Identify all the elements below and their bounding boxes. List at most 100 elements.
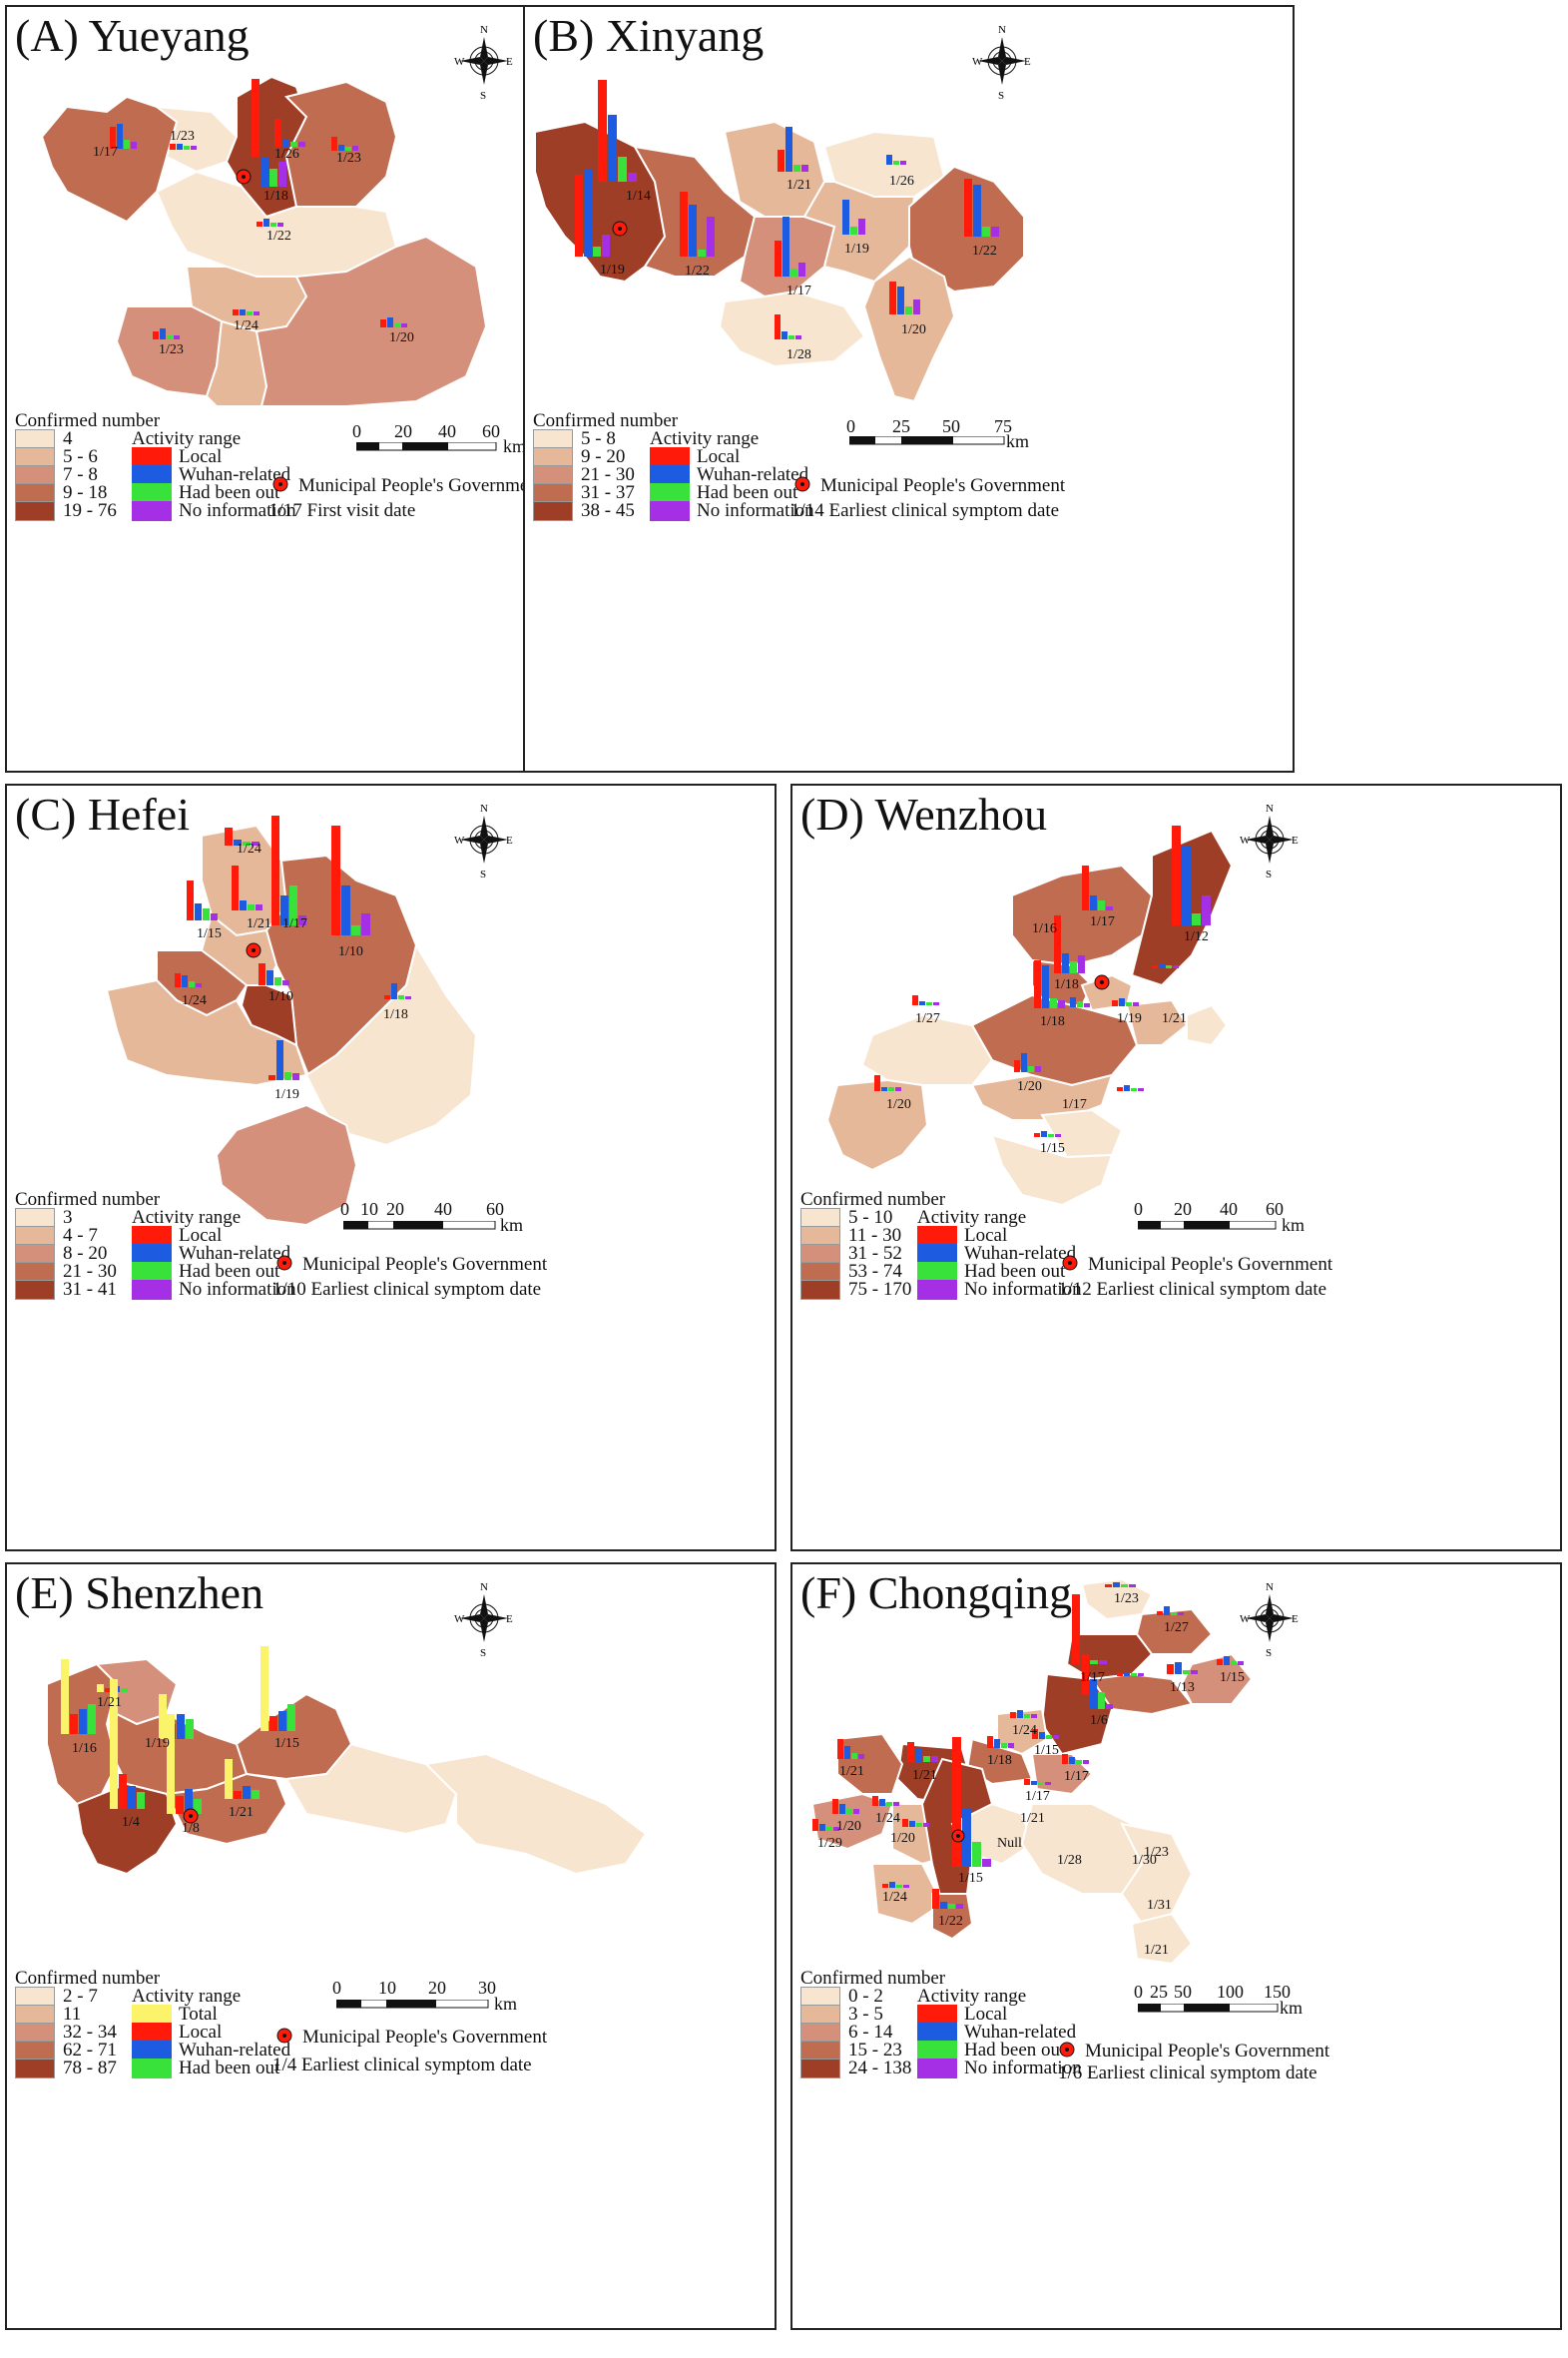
map-date-label: 1/17 [1025, 1789, 1050, 1804]
map-date-label: 1/17 [1062, 1097, 1087, 1112]
map-date-label: 1/22 [685, 264, 710, 279]
map-date-label: 1/4 [122, 1815, 140, 1830]
legend-range: 4 [63, 428, 73, 449]
svg-text:W: W [454, 56, 465, 68]
government-point-icon [276, 2028, 292, 2044]
map-date-label: 1/17 [786, 284, 811, 298]
legend-range: 5 - 10 [848, 1207, 893, 1228]
map-date-label: 1/24 [182, 993, 207, 1008]
bar-chart-cluster [812, 1582, 1244, 1909]
scale-bar [1138, 1221, 1277, 1230]
legend-range: 9 - 20 [581, 446, 626, 467]
map-date-label: 1/29 [817, 1836, 842, 1851]
date-label: 1/4 Earliest clinical symptom date [272, 2055, 532, 2075]
map-date-label: 1/18 [383, 1007, 408, 1022]
legend-range: 75 - 170 [848, 1279, 912, 1300]
legend-range: 31 - 41 [63, 1279, 117, 1300]
compass-icon: N S W E [454, 24, 513, 101]
map-date-label: 1/18 [1040, 1014, 1065, 1029]
legend-title: Confirmed number [15, 1968, 161, 1989]
gov-label: Municipal People's Government [298, 475, 544, 496]
map-date-label: Null [997, 1836, 1022, 1851]
map-date-label: 1/13 [1170, 1680, 1195, 1695]
legend-range: 5 - 6 [63, 446, 98, 467]
map-date-label: 1/24 [234, 318, 259, 333]
legend-range: 62 - 71 [63, 2040, 117, 2061]
legend-range: 3 [63, 1207, 73, 1228]
map-date-label: 1/19 [844, 242, 869, 257]
svg-text:W: W [972, 56, 983, 68]
legend-range: 78 - 87 [63, 2058, 117, 2078]
svg-text:W: W [454, 1613, 465, 1625]
bar-chart-cluster [575, 80, 999, 339]
chongqing-map: 1/23 1/27 1/17 1/13 1/15 1/6 1/24 1/21 1… [810, 1577, 1254, 1966]
map-date-label: 1/12 [1184, 929, 1209, 944]
panel-shenzhen: 1/21 1/16 1/19 1/15 1/4 1/8 1/21 (E) She… [5, 1562, 777, 2330]
svg-text:N: N [480, 1581, 488, 1593]
legend-title: Confirmed number [800, 1968, 946, 1989]
map-date-label: 1/18 [263, 189, 288, 204]
map-date-label: 1/21 [229, 1805, 254, 1820]
map-date-label: 1/21 [97, 1695, 122, 1710]
svg-text:E: E [1292, 1613, 1299, 1625]
map-date-label: 1/14 [626, 189, 651, 204]
legend-range: 21 - 30 [581, 464, 635, 485]
map-date-label: 1/17 [93, 145, 118, 160]
activity-title: Activity range [132, 428, 242, 449]
svg-text:E: E [1024, 56, 1031, 68]
compass-icon: N S W E [1240, 803, 1299, 880]
legend-title: Confirmed number [533, 410, 679, 431]
compass-icon: N S W E [1240, 1581, 1299, 1658]
legend-range: 11 - 30 [848, 1225, 902, 1246]
map-date-label: 1/23 [159, 342, 184, 357]
map-date-label: 1/19 [1117, 1011, 1142, 1026]
legend-range: 0 - 2 [848, 1986, 883, 2007]
xinyang-map: 1/14 1/19 1/22 1/21 1/26 1/19 1/22 1/17 … [534, 80, 1025, 403]
date-label: 1/14 Earliest clinical symptom date [790, 500, 1060, 521]
map-date-label: 1/20 [836, 1819, 861, 1834]
svg-text:S: S [1266, 869, 1272, 880]
legend-range: 24 - 138 [848, 2058, 912, 2078]
map-date-label: 1/17 [1064, 1769, 1089, 1784]
map-date-label: 1/8 [182, 1821, 200, 1836]
activity-local: Local [179, 446, 223, 467]
map-date-label: 1/27 [915, 1011, 940, 1026]
panel-title: (B) Xinyang [533, 10, 765, 61]
map-date-label: 1/17 [1090, 914, 1115, 929]
government-point-icon [276, 1255, 292, 1271]
map-date-label: 1/28 [1057, 1853, 1082, 1868]
map-date-label: 1/10 [268, 989, 293, 1004]
government-point-icon [1062, 1255, 1078, 1271]
legend-range: 5 - 8 [581, 428, 616, 449]
legend-range: 8 - 20 [63, 1243, 108, 1264]
yueyang-map: 1/17 1/23 1/26 1/23 1/18 1/22 1/24 1/20 … [40, 75, 488, 407]
hefei-map: 1/24 1/10 1/15 1/21 1/17 1/10 1/24 1/18 … [105, 816, 478, 1227]
map-date-label: 1/24 [1012, 1723, 1037, 1738]
map-date-label: 1/17 [282, 916, 307, 931]
map-date-label: 1/19 [145, 1736, 170, 1751]
svg-text:S: S [998, 90, 1004, 101]
map-date-label: 1/20 [1017, 1079, 1042, 1094]
map-date-label: 1/21 [1020, 1811, 1045, 1826]
legend-range: 11 [63, 2004, 82, 2025]
map-date-label: 1/18 [1054, 977, 1079, 992]
map-date-label: 1/20 [901, 322, 926, 337]
svg-text:W: W [1240, 835, 1251, 847]
activity-noinfo: No information [179, 500, 296, 521]
svg-text:N: N [998, 24, 1006, 36]
map-date-label: 1/16 [1032, 921, 1057, 936]
map-date-label: 1/18 [987, 1753, 1012, 1768]
activity-wuhan: Wuhan-related [179, 464, 291, 485]
legend-range: 38 - 45 [581, 500, 635, 521]
map-date-label: 1/22 [938, 1914, 963, 1929]
map-date-label: 1/26 [274, 147, 299, 162]
panel-title: (C) Hefei [15, 789, 190, 840]
map-date-label: 1/27 [1164, 1620, 1189, 1635]
svg-text:E: E [506, 56, 513, 68]
legend-title: Confirmed number [15, 1189, 161, 1210]
map-date-label: 1/21 [786, 178, 811, 193]
map-date-label: 1/24 [882, 1890, 907, 1905]
svg-text:E: E [506, 835, 513, 847]
svg-text:S: S [480, 90, 486, 101]
map-date-label: 1/21 [1144, 1943, 1169, 1958]
